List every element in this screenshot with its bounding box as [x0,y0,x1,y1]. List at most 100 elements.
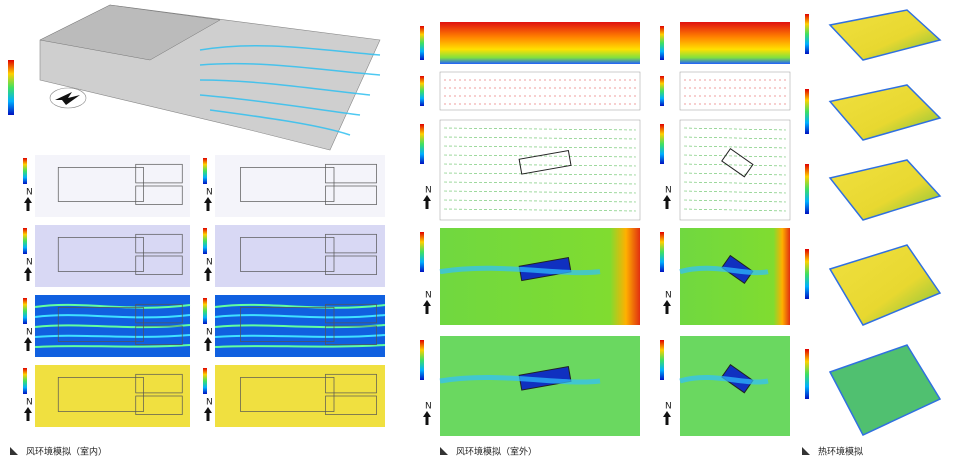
plan-outline [135,255,183,275]
north-arrow [204,267,212,281]
plan-outline [57,377,144,412]
legend-bar [805,164,809,214]
plan-outline [325,303,377,324]
vector-row [443,163,637,167]
north-arrow [423,411,431,425]
legend-bar [805,349,809,399]
flow-line [34,303,191,309]
north-label: N [26,328,33,338]
north-arrow [24,267,32,281]
plan-outline [240,377,335,412]
north-arrow [663,411,671,425]
plan-outline [325,395,377,415]
caption: 风环境模拟（室外） [456,446,537,458]
vector-row [683,154,787,158]
north-label: N [665,186,672,196]
legend-bar [23,298,27,324]
simulation-panel [679,71,791,111]
vector-row [443,199,637,203]
vector-row [683,181,787,185]
vector-row [683,127,787,131]
north-label: N [206,398,213,408]
plan-outline [325,163,377,184]
legend-bar [660,232,664,272]
flow-line [34,314,191,319]
north-label: N [206,258,213,268]
vector-row [443,127,637,131]
caption: 风环境模拟（室内） [26,446,107,458]
plan-outline [135,373,183,394]
north-arrow [204,197,212,211]
wake [439,375,601,385]
plan-outline [57,237,144,272]
plan-outline [57,167,144,202]
vector-row [443,145,637,149]
plan-outline [325,185,377,205]
legend-bar [660,340,664,380]
plan-outline [135,325,183,345]
vector-row [443,181,637,185]
north-label: N [206,328,213,338]
caption: 热环境模拟 [818,446,863,458]
north-arrow [423,195,431,209]
legend-bar [420,26,424,60]
north-label: N [26,258,33,268]
north-arrow [24,337,32,351]
vector-row [683,163,787,167]
plan-outline [325,255,377,275]
heat-model [828,9,942,61]
plan-outline [57,307,144,342]
wake [679,265,769,276]
north-arrow [663,195,671,209]
model-3d [8,4,381,151]
plan-outline [325,325,377,345]
legend-bar [805,89,809,134]
legend-bar [203,368,207,394]
north-label: N [26,188,33,198]
vector-row [683,136,787,140]
plan-outline [325,373,377,394]
north-arrow [423,300,431,314]
vector-row [683,208,787,212]
legend-bar [420,124,424,164]
legend-bar [660,76,664,106]
flow-line [34,324,191,329]
simulation-panel [680,22,790,64]
legend-bar [23,368,27,394]
legend-bar [203,158,207,184]
north-arrow [663,300,671,314]
legend-bar [660,124,664,164]
wake [679,375,769,385]
plan-outline [325,233,377,254]
vector-row [443,208,637,212]
building [518,150,572,175]
north-arrow [204,337,212,351]
flow-line [214,324,386,329]
north-label: N [425,291,432,301]
plan-outline [135,395,183,415]
plan-outline [135,233,183,254]
vector-row [683,145,787,149]
vector-row [443,136,637,140]
flow-line [34,334,191,338]
simulation-panel [439,119,641,221]
legend-bar [203,228,207,254]
legend-bar [805,14,809,54]
north-label: N [26,398,33,408]
flow-line [214,314,386,319]
plan-outline [240,237,335,272]
flow-line [214,334,386,338]
plan-outline [135,163,183,184]
north-label: N [206,188,213,198]
legend-bar [23,228,27,254]
plan-outline [135,303,183,324]
caption-mark [802,447,810,455]
building [721,147,754,178]
north-label: N [665,402,672,412]
legend-bar [805,249,809,299]
flow-line [214,303,386,309]
heat-model [828,344,942,436]
north-label: N [425,186,432,196]
legend-bar [420,232,424,272]
